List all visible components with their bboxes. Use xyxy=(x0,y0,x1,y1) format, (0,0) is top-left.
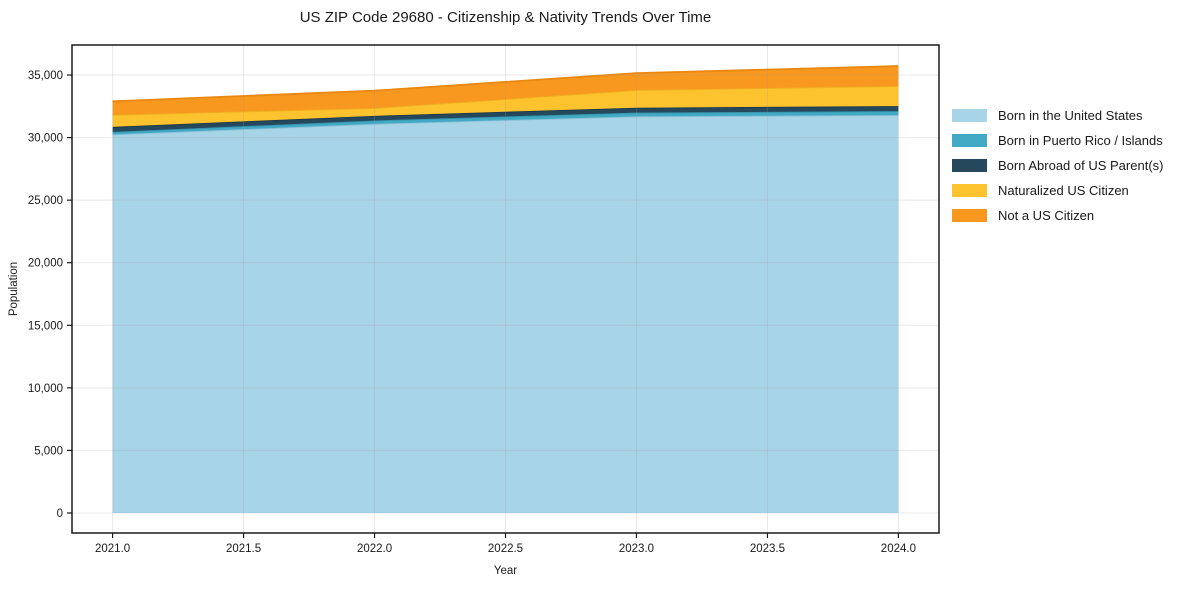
legend-item: Born in the United States xyxy=(952,103,1163,128)
legend-swatch xyxy=(952,209,987,222)
area-band-edge xyxy=(112,110,899,133)
x-tick-label: 2023.0 xyxy=(619,543,654,555)
area-band xyxy=(112,115,899,513)
y-tick-label: 15,000 xyxy=(28,320,63,332)
legend-item: Naturalized US Citizen xyxy=(952,178,1163,203)
y-tick-label: 30,000 xyxy=(28,133,63,145)
x-axis-title: Year xyxy=(493,565,518,577)
area-band xyxy=(112,66,899,115)
area-band-edge xyxy=(112,65,899,103)
legend-item: Born in Puerto Rico / Islands xyxy=(952,128,1163,153)
y-tick-label: 10,000 xyxy=(28,383,63,395)
chart-title: US ZIP Code 29680 - Citizenship & Nativi… xyxy=(299,9,712,26)
legend-label: Born Abroad of US Parent(s) xyxy=(998,158,1164,173)
legend-item: Not a US Citizen xyxy=(952,203,1163,228)
x-tick-label: 2021.5 xyxy=(226,543,261,555)
y-tick-label: 25,000 xyxy=(28,195,63,207)
legend-label: Born in Puerto Rico / Islands xyxy=(998,133,1163,148)
legend-swatch xyxy=(952,184,987,197)
x-tick-label: 2022.5 xyxy=(488,543,523,555)
y-tick-label: 5,000 xyxy=(34,445,63,457)
x-tick-label: 2023.5 xyxy=(750,543,785,555)
legend-swatch xyxy=(952,134,987,147)
x-tick-label: 2022.0 xyxy=(357,543,392,555)
legend-item: Born Abroad of US Parent(s) xyxy=(952,153,1163,178)
x-tick-label: 2021.0 xyxy=(95,543,130,555)
area-band xyxy=(112,111,899,135)
x-tick-label: 2024.0 xyxy=(881,543,916,555)
legend-label: Born in the United States xyxy=(998,108,1143,123)
legend-label: Not a US Citizen xyxy=(998,208,1095,223)
legend-swatch xyxy=(952,109,987,122)
legend-label: Naturalized US Citizen xyxy=(998,183,1129,198)
y-tick-label: 35,000 xyxy=(28,70,63,82)
legend: Born in the United States Born in Puerto … xyxy=(952,103,1163,228)
legend-swatch xyxy=(952,159,987,172)
y-tick-label: 20,000 xyxy=(28,258,63,270)
area-band xyxy=(112,86,899,127)
y-tick-label: 0 xyxy=(57,508,63,520)
y-axis-title: Population xyxy=(8,261,20,317)
area-band xyxy=(112,106,899,132)
